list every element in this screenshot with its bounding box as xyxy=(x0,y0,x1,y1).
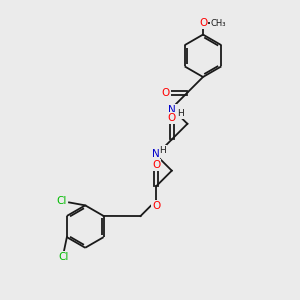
Text: CH₃: CH₃ xyxy=(211,19,226,28)
Text: H: H xyxy=(159,146,166,155)
Text: N: N xyxy=(169,105,176,115)
Text: O: O xyxy=(152,160,160,170)
Text: O: O xyxy=(162,88,170,98)
Text: O: O xyxy=(152,201,160,211)
Text: O: O xyxy=(199,18,207,28)
Text: Cl: Cl xyxy=(56,196,67,206)
Text: Cl: Cl xyxy=(59,252,69,262)
Text: N: N xyxy=(152,149,159,160)
Text: O: O xyxy=(168,113,176,123)
Text: H: H xyxy=(177,109,183,118)
